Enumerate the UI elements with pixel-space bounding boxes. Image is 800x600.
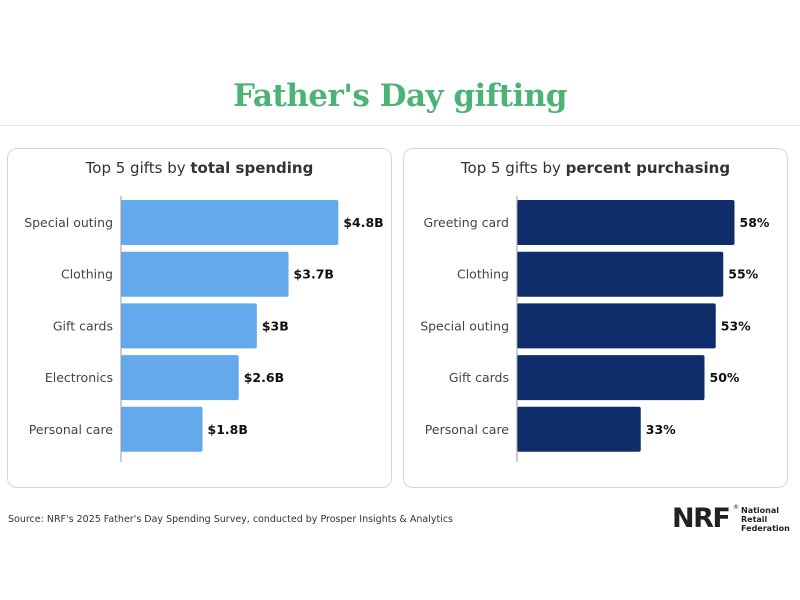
logo-name-line: Federation: [741, 524, 790, 533]
chart-title-emphasis: total spending: [190, 159, 314, 177]
chart-title-prefix: Top 5 gifts by: [85, 159, 191, 177]
logo-registered-mark: ®: [733, 504, 739, 511]
value-label: 53%: [721, 318, 751, 333]
chart-title: Top 5 gifts by total spending: [8, 159, 391, 177]
value-label: 55%: [728, 267, 758, 282]
bar: [121, 303, 257, 349]
title-divider: [0, 125, 800, 126]
value-label: $3.7B: [294, 267, 334, 282]
category-label: Gift cards: [53, 318, 113, 333]
category-label: Special outing: [420, 318, 509, 333]
logo-mark: NRF: [672, 503, 731, 534]
chart-title: Top 5 gifts by percent purchasing: [404, 159, 787, 177]
bar: [517, 406, 641, 452]
value-label: $3B: [262, 318, 289, 333]
value-label: 50%: [710, 370, 740, 385]
page-title: Father's Day gifting: [233, 78, 567, 114]
value-label: $1.8B: [208, 422, 248, 437]
bar: [121, 406, 203, 452]
value-label: 33%: [646, 422, 676, 437]
value-label: $4.8B: [343, 215, 383, 230]
bar: [121, 355, 239, 401]
value-label: 58%: [740, 215, 770, 230]
bar: [121, 200, 339, 245]
value-label: $2.6B: [244, 370, 284, 385]
chart-title-emphasis: percent purchasing: [565, 159, 731, 177]
category-label: Personal care: [425, 422, 510, 437]
category-label: Personal care: [29, 422, 114, 437]
category-label: Clothing: [61, 267, 113, 282]
bar: [121, 251, 289, 297]
bar: [517, 303, 716, 349]
nrf-logo: NRF ® National Retail Federation: [672, 502, 792, 536]
bar: [517, 200, 735, 245]
bar: [517, 355, 705, 401]
category-label: Gift cards: [449, 370, 509, 385]
source-note: Source: NRF's 2025 Father's Day Spending…: [8, 514, 453, 525]
logo-name-line: Retail: [741, 515, 768, 524]
bar-chart-total-spending: Special outing $4.8B Clothing $3.7B Gift car…: [24, 196, 384, 462]
category-label: Clothing: [457, 267, 509, 282]
chart-panel-total-spending: Top 5 gifts by total spending Special ou…: [7, 148, 392, 488]
category-label: Electronics: [45, 370, 113, 385]
bar-chart-percent-purchasing: Greeting card 58% Clothing 55% Special outin…: [420, 196, 770, 462]
chart-title-prefix: Top 5 gifts by: [460, 159, 566, 177]
logo-name: National Retail Federation: [741, 506, 790, 533]
category-label: Special outing: [24, 215, 113, 230]
chart-panel-percent-purchasing: Top 5 gifts by percent purchasing Greeti…: [403, 148, 788, 488]
bar: [517, 251, 724, 297]
logo-name-line: National: [741, 506, 779, 515]
category-label: Greeting card: [423, 215, 509, 230]
